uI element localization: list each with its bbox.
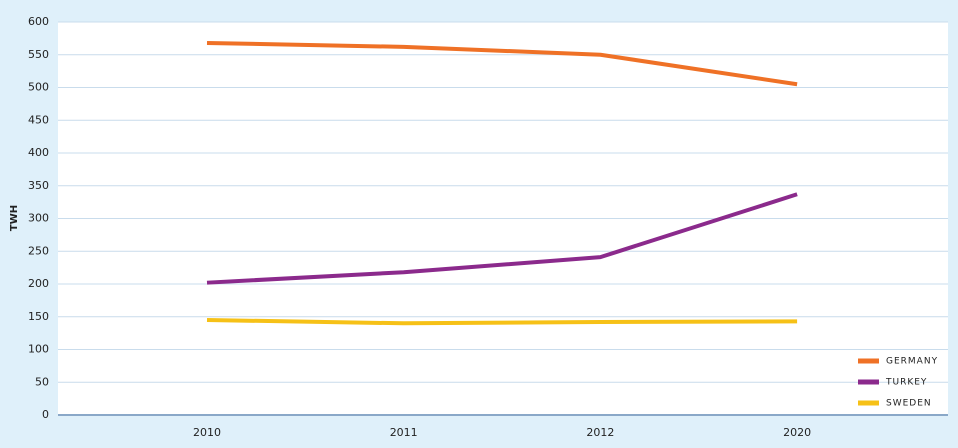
- y-tick-label: 50: [35, 375, 49, 388]
- y-tick-label: 200: [28, 277, 49, 290]
- x-tick-label: 2011: [390, 426, 418, 439]
- legend-label: GERMANY: [886, 357, 938, 367]
- x-tick-label: 2020: [783, 426, 811, 439]
- y-tick-label: 550: [28, 48, 49, 61]
- y-tick-label: 0: [42, 408, 49, 421]
- y-tick-label: 500: [28, 81, 49, 94]
- y-tick-label: 100: [28, 343, 49, 356]
- x-tick-label: 2012: [586, 426, 614, 439]
- legend-swatch: [858, 358, 879, 364]
- line: [206, 318, 798, 326]
- line: [206, 192, 798, 285]
- legend-swatch: [858, 400, 879, 406]
- x-tick-label: 2010: [193, 426, 221, 439]
- y-tick-label: 450: [28, 113, 49, 126]
- y-tick-label: 250: [28, 244, 49, 257]
- y-tick-label: 400: [28, 146, 49, 159]
- line: [206, 40, 798, 87]
- y-tick-label: 150: [28, 310, 49, 323]
- y-tick-label: 350: [28, 179, 49, 192]
- legend-label: SWEDEN: [886, 399, 932, 409]
- legend-label: TURKEY: [885, 378, 927, 388]
- y-axis-label: TWH: [9, 205, 20, 231]
- y-tick-label: 300: [28, 212, 49, 225]
- legend-swatch: [858, 379, 879, 385]
- y-tick-label: 600: [28, 15, 49, 28]
